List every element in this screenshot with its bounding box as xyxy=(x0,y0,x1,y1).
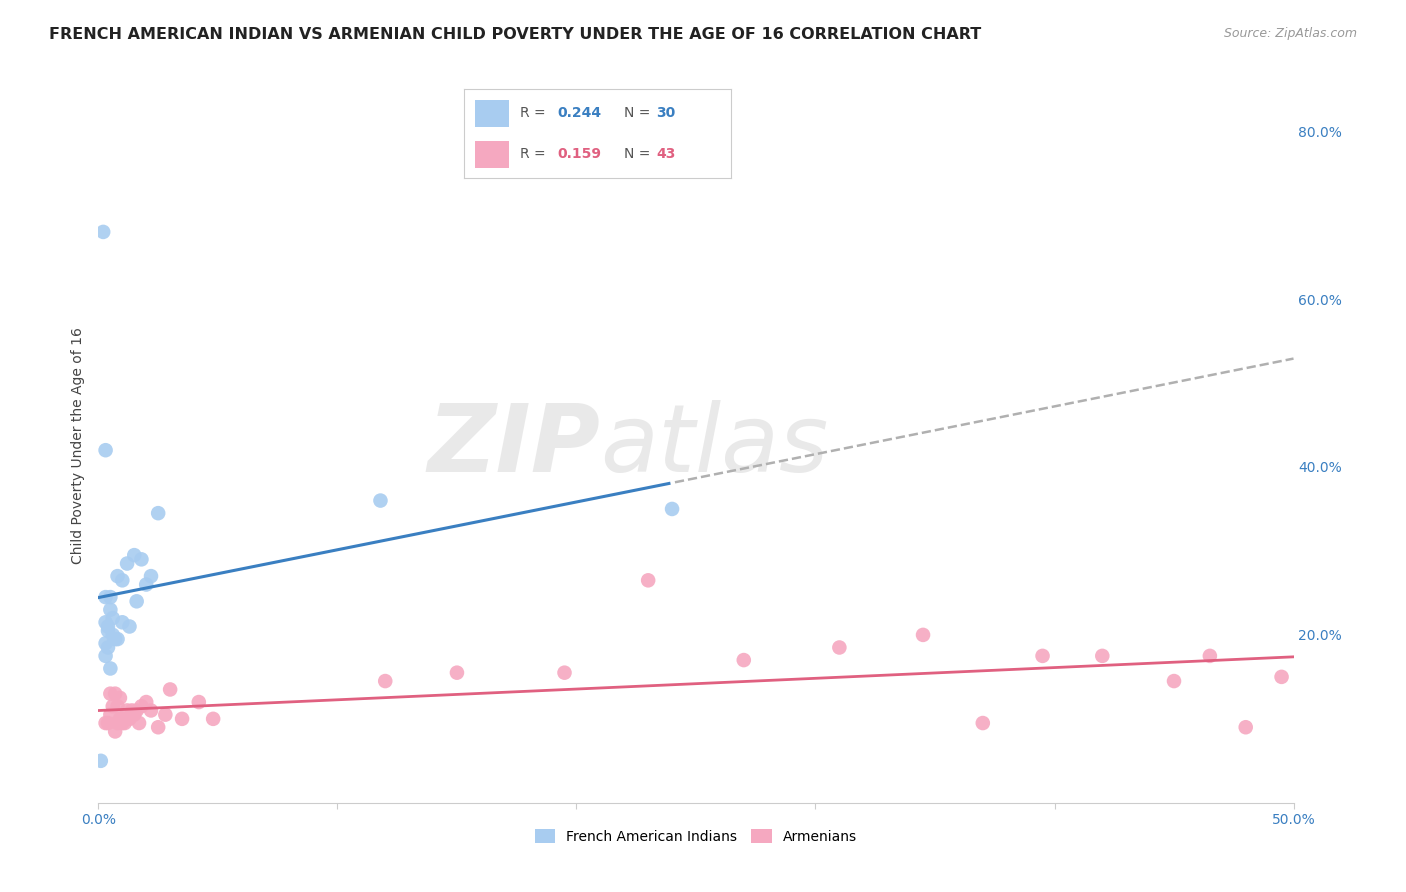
Text: Source: ZipAtlas.com: Source: ZipAtlas.com xyxy=(1223,27,1357,40)
Point xyxy=(1163,674,1185,689)
Text: 30: 30 xyxy=(657,106,675,120)
Point xyxy=(139,569,162,583)
Point xyxy=(121,703,143,717)
Point xyxy=(370,493,392,508)
Point xyxy=(131,699,153,714)
Point xyxy=(124,707,146,722)
Point xyxy=(94,615,117,630)
Point xyxy=(111,716,134,731)
Point xyxy=(1199,648,1222,663)
Text: 0.244: 0.244 xyxy=(558,106,602,120)
Point xyxy=(118,619,141,633)
Point xyxy=(104,724,127,739)
Point xyxy=(98,687,122,701)
Text: N =: N = xyxy=(624,147,655,161)
Bar xyxy=(475,100,509,127)
Point xyxy=(1234,720,1257,734)
Point xyxy=(125,594,148,608)
Point xyxy=(94,443,117,458)
Point xyxy=(97,716,120,731)
Point xyxy=(159,682,181,697)
Text: R =: R = xyxy=(520,147,550,161)
Point xyxy=(135,577,157,591)
Point xyxy=(97,624,120,638)
Point xyxy=(1032,648,1054,663)
Point xyxy=(90,754,112,768)
Point xyxy=(97,640,120,655)
Point xyxy=(101,699,124,714)
Point xyxy=(114,716,136,731)
Text: FRENCH AMERICAN INDIAN VS ARMENIAN CHILD POVERTY UNDER THE AGE OF 16 CORRELATION: FRENCH AMERICAN INDIAN VS ARMENIAN CHILD… xyxy=(49,27,981,42)
Point xyxy=(101,628,124,642)
Point xyxy=(94,716,117,731)
Point xyxy=(139,703,162,717)
Point xyxy=(97,619,120,633)
Point xyxy=(148,506,170,520)
Text: 43: 43 xyxy=(657,147,676,161)
Point xyxy=(98,603,122,617)
Point xyxy=(115,557,138,571)
Point xyxy=(446,665,468,680)
Y-axis label: Child Poverty Under the Age of 16: Child Poverty Under the Age of 16 xyxy=(70,327,84,565)
Text: N =: N = xyxy=(624,106,655,120)
Point xyxy=(111,615,134,630)
Point xyxy=(135,695,157,709)
Point xyxy=(155,707,177,722)
Point xyxy=(148,720,170,734)
Point xyxy=(94,636,117,650)
Point xyxy=(107,632,129,646)
Point xyxy=(124,548,146,562)
Point xyxy=(111,574,134,588)
Point xyxy=(98,707,122,722)
Point xyxy=(172,712,194,726)
Point xyxy=(972,716,994,731)
Point xyxy=(828,640,851,655)
Text: ZIP: ZIP xyxy=(427,400,600,492)
Point xyxy=(661,502,683,516)
Point xyxy=(91,225,114,239)
Text: R =: R = xyxy=(520,106,550,120)
Point xyxy=(101,611,124,625)
Point xyxy=(94,648,117,663)
Point xyxy=(115,703,138,717)
Point xyxy=(98,590,122,604)
Point xyxy=(374,674,396,689)
Point xyxy=(118,712,141,726)
Point xyxy=(98,661,122,675)
Text: 0.159: 0.159 xyxy=(558,147,602,161)
Point xyxy=(128,716,150,731)
Point xyxy=(107,569,129,583)
Point xyxy=(107,716,129,731)
Point xyxy=(104,687,127,701)
Point xyxy=(104,632,127,646)
Point xyxy=(108,690,131,705)
Point xyxy=(187,695,209,709)
Point xyxy=(202,712,225,726)
Point xyxy=(1091,648,1114,663)
Legend: French American Indians, Armenians: French American Indians, Armenians xyxy=(529,823,863,849)
Point xyxy=(111,712,134,726)
Point xyxy=(125,703,148,717)
Point xyxy=(911,628,934,642)
Point xyxy=(131,552,153,566)
Point xyxy=(637,574,659,588)
Point xyxy=(733,653,755,667)
Point xyxy=(107,699,129,714)
Point xyxy=(94,590,117,604)
Point xyxy=(108,712,131,726)
Bar xyxy=(475,141,509,168)
Point xyxy=(1271,670,1294,684)
Point xyxy=(554,665,576,680)
Text: atlas: atlas xyxy=(600,401,828,491)
